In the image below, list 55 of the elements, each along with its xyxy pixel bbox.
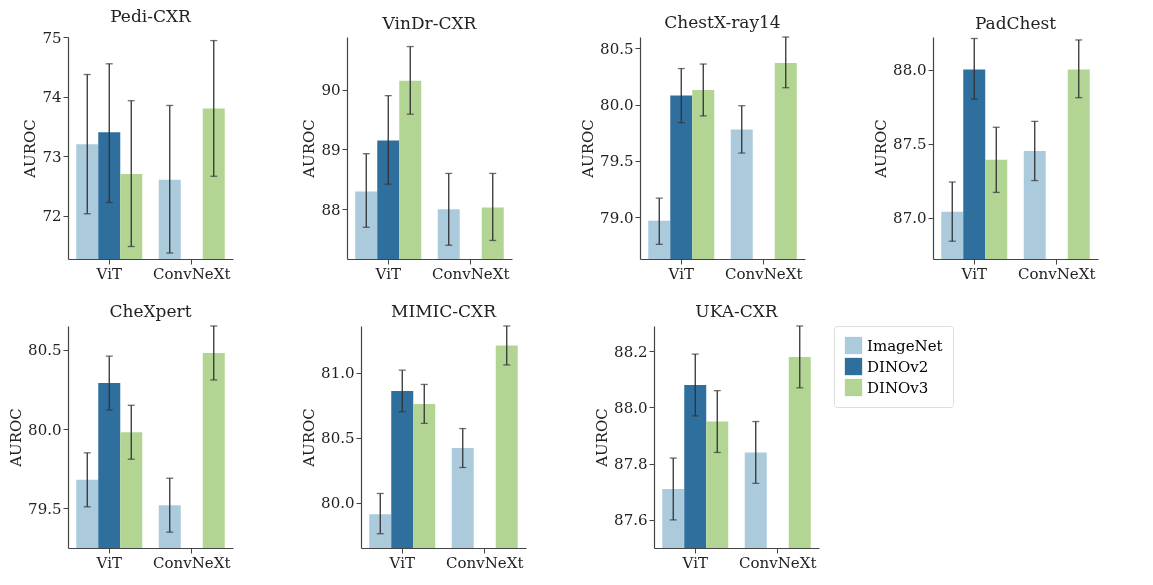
x-tick-label: ConvNeXt	[1018, 264, 1096, 283]
chart-title: Pedi-CXR	[110, 6, 193, 26]
y-tick-label: 79.5	[28, 499, 62, 518]
legend-label: ImageNet	[867, 336, 943, 355]
y-tick-label: 88.2	[614, 342, 648, 361]
y-tick-label: 80.5	[600, 39, 634, 58]
x-tick-label: ViT	[388, 553, 415, 572]
y-tick-label: 79.0	[600, 208, 634, 227]
y-tick-label: 80.0	[321, 494, 355, 513]
y-axis-title: AUROC	[872, 119, 891, 179]
x-tick-label: ConvNeXt	[153, 264, 231, 283]
y-axis-title: AUROC	[300, 408, 319, 468]
y-axis-title: AUROC	[579, 119, 598, 179]
y-tick-label: 74	[42, 88, 62, 107]
y-tick-label: 80.5	[321, 429, 355, 448]
x-tick-label: ConvNeXt	[432, 264, 510, 283]
x-tick-label: ViT	[374, 264, 401, 283]
y-tick-label: 80.0	[600, 96, 634, 115]
chart-title: PadChest	[974, 13, 1057, 33]
y-tick-label: 79.5	[600, 152, 634, 171]
chart-title: CheXpert	[109, 301, 192, 322]
x-tick-label: ViT	[681, 553, 708, 572]
y-tick-label: 81.0	[321, 364, 355, 383]
y-tick-label: 90	[321, 81, 341, 100]
y-tick-label: 80.0	[28, 420, 62, 439]
y-tick-label: 72	[42, 207, 62, 226]
y-axis-title: AUROC	[593, 408, 612, 468]
x-tick-label: ViT	[95, 264, 122, 283]
x-tick-label: ConvNeXt	[446, 553, 524, 572]
x-tick-label: ConvNeXt	[153, 553, 231, 572]
y-tick-label: 80.5	[28, 341, 62, 360]
y-tick-label: 87.5	[893, 135, 927, 154]
chart-title: ChestX-ray14	[664, 12, 781, 33]
y-axis-title: AUROC	[7, 408, 26, 468]
y-tick-label: 87.8	[614, 455, 648, 474]
y-tick-label: 88.0	[614, 398, 648, 417]
legend-label: DINOv2	[867, 357, 929, 376]
y-axis-title: AUROC	[300, 119, 319, 179]
chart-title: VinDr-CXR	[381, 13, 478, 33]
x-tick-label: ViT	[960, 264, 987, 283]
x-tick-label: ConvNeXt	[725, 264, 803, 283]
y-tick-label: 87.0	[893, 209, 927, 228]
x-tick-label: ConvNeXt	[739, 553, 817, 572]
x-tick-label: ViT	[95, 553, 122, 572]
y-tick-label: 73	[42, 147, 62, 166]
y-tick-label: 89	[321, 141, 341, 159]
chart-title: UKA-CXR	[695, 301, 779, 322]
y-axis-title: AUROC	[21, 119, 40, 179]
legend-label: DINOv3	[867, 378, 929, 397]
y-tick-label: 87.6	[614, 511, 648, 530]
y-tick-label: 88.0	[893, 61, 927, 80]
chart-title: MIMIC-CXR	[391, 301, 498, 322]
y-tick-label: 75	[42, 28, 62, 47]
x-tick-label: ViT	[667, 264, 694, 283]
y-tick-label: 88	[321, 200, 341, 219]
